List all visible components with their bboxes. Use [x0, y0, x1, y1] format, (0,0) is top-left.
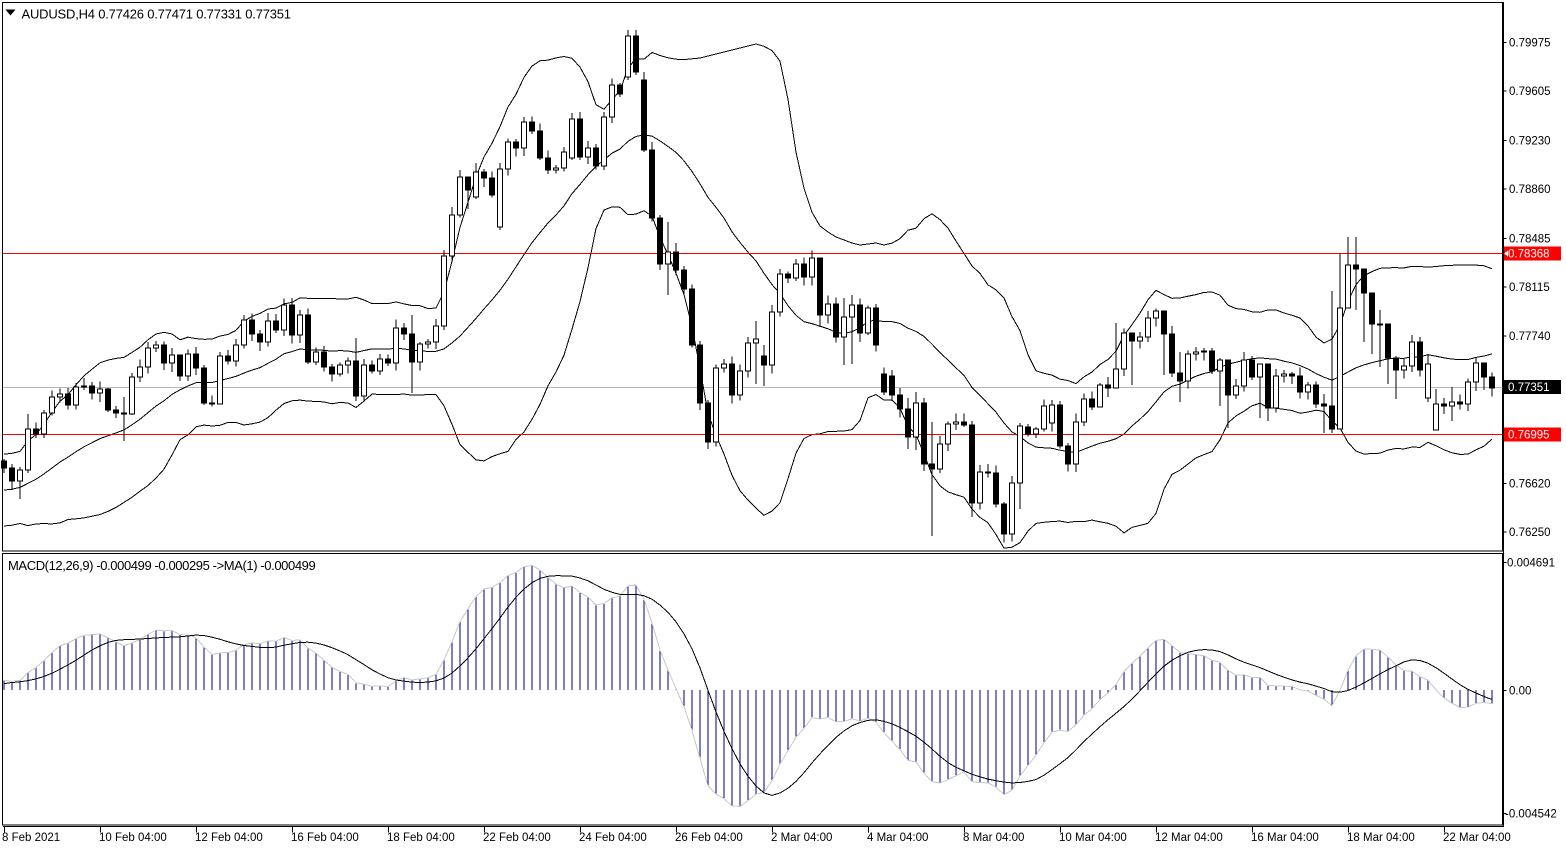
svg-text:AUDUSD,H4 0.77426 0.77471 0.7: AUDUSD,H4 0.77426 0.77471 0.77331 0.7735… — [22, 7, 291, 22]
svg-text:18 Feb 04:00: 18 Feb 04:00 — [387, 832, 455, 844]
svg-text:0.004691: 0.004691 — [1507, 558, 1555, 570]
svg-text:8 Feb 2021: 8 Feb 2021 — [2, 832, 60, 844]
svg-text:0.00: 0.00 — [1509, 686, 1531, 698]
svg-text:0.79975: 0.79975 — [1509, 38, 1551, 50]
svg-text:4 Mar 04:00: 4 Mar 04:00 — [867, 832, 928, 844]
svg-text:12 Feb 04:00: 12 Feb 04:00 — [195, 832, 263, 844]
svg-text:0.76995: 0.76995 — [1508, 430, 1550, 442]
svg-text:16 Mar 04:00: 16 Mar 04:00 — [1251, 832, 1319, 844]
svg-text:0.78860: 0.78860 — [1509, 184, 1551, 196]
svg-text:24 Feb 04:00: 24 Feb 04:00 — [579, 832, 647, 844]
svg-text:0.79230: 0.79230 — [1509, 135, 1551, 147]
svg-text:0.78368: 0.78368 — [1508, 249, 1550, 261]
svg-text:0.77740: 0.77740 — [1509, 331, 1551, 343]
svg-text:12 Mar 04:00: 12 Mar 04:00 — [1155, 832, 1223, 844]
svg-text:10 Mar 04:00: 10 Mar 04:00 — [1059, 832, 1127, 844]
svg-text:-0.004542: -0.004542 — [1505, 809, 1557, 821]
svg-text:22 Feb 04:00: 22 Feb 04:00 — [483, 832, 551, 844]
svg-text:22 Mar 04:00: 22 Mar 04:00 — [1443, 832, 1511, 844]
svg-text:18 Mar 04:00: 18 Mar 04:00 — [1347, 832, 1415, 844]
svg-text:0.76250: 0.76250 — [1509, 527, 1551, 539]
svg-text:0.78485: 0.78485 — [1509, 233, 1551, 245]
svg-text:2 Mar 04:00: 2 Mar 04:00 — [771, 832, 832, 844]
svg-text:0.76620: 0.76620 — [1509, 478, 1551, 490]
svg-text:10 Feb 04:00: 10 Feb 04:00 — [99, 832, 167, 844]
svg-text:0.79605: 0.79605 — [1509, 86, 1551, 98]
svg-text:16 Feb 04:00: 16 Feb 04:00 — [291, 832, 359, 844]
svg-text:0.78115: 0.78115 — [1509, 282, 1550, 294]
svg-text:MACD(12,26,9) -0.000499 -0.000: MACD(12,26,9) -0.000499 -0.000295 ->MA(1… — [8, 558, 315, 573]
svg-text:26 Feb 04:00: 26 Feb 04:00 — [675, 832, 743, 844]
svg-text:0.77351: 0.77351 — [1508, 382, 1550, 394]
svg-text:8 Mar 04:00: 8 Mar 04:00 — [963, 832, 1024, 844]
